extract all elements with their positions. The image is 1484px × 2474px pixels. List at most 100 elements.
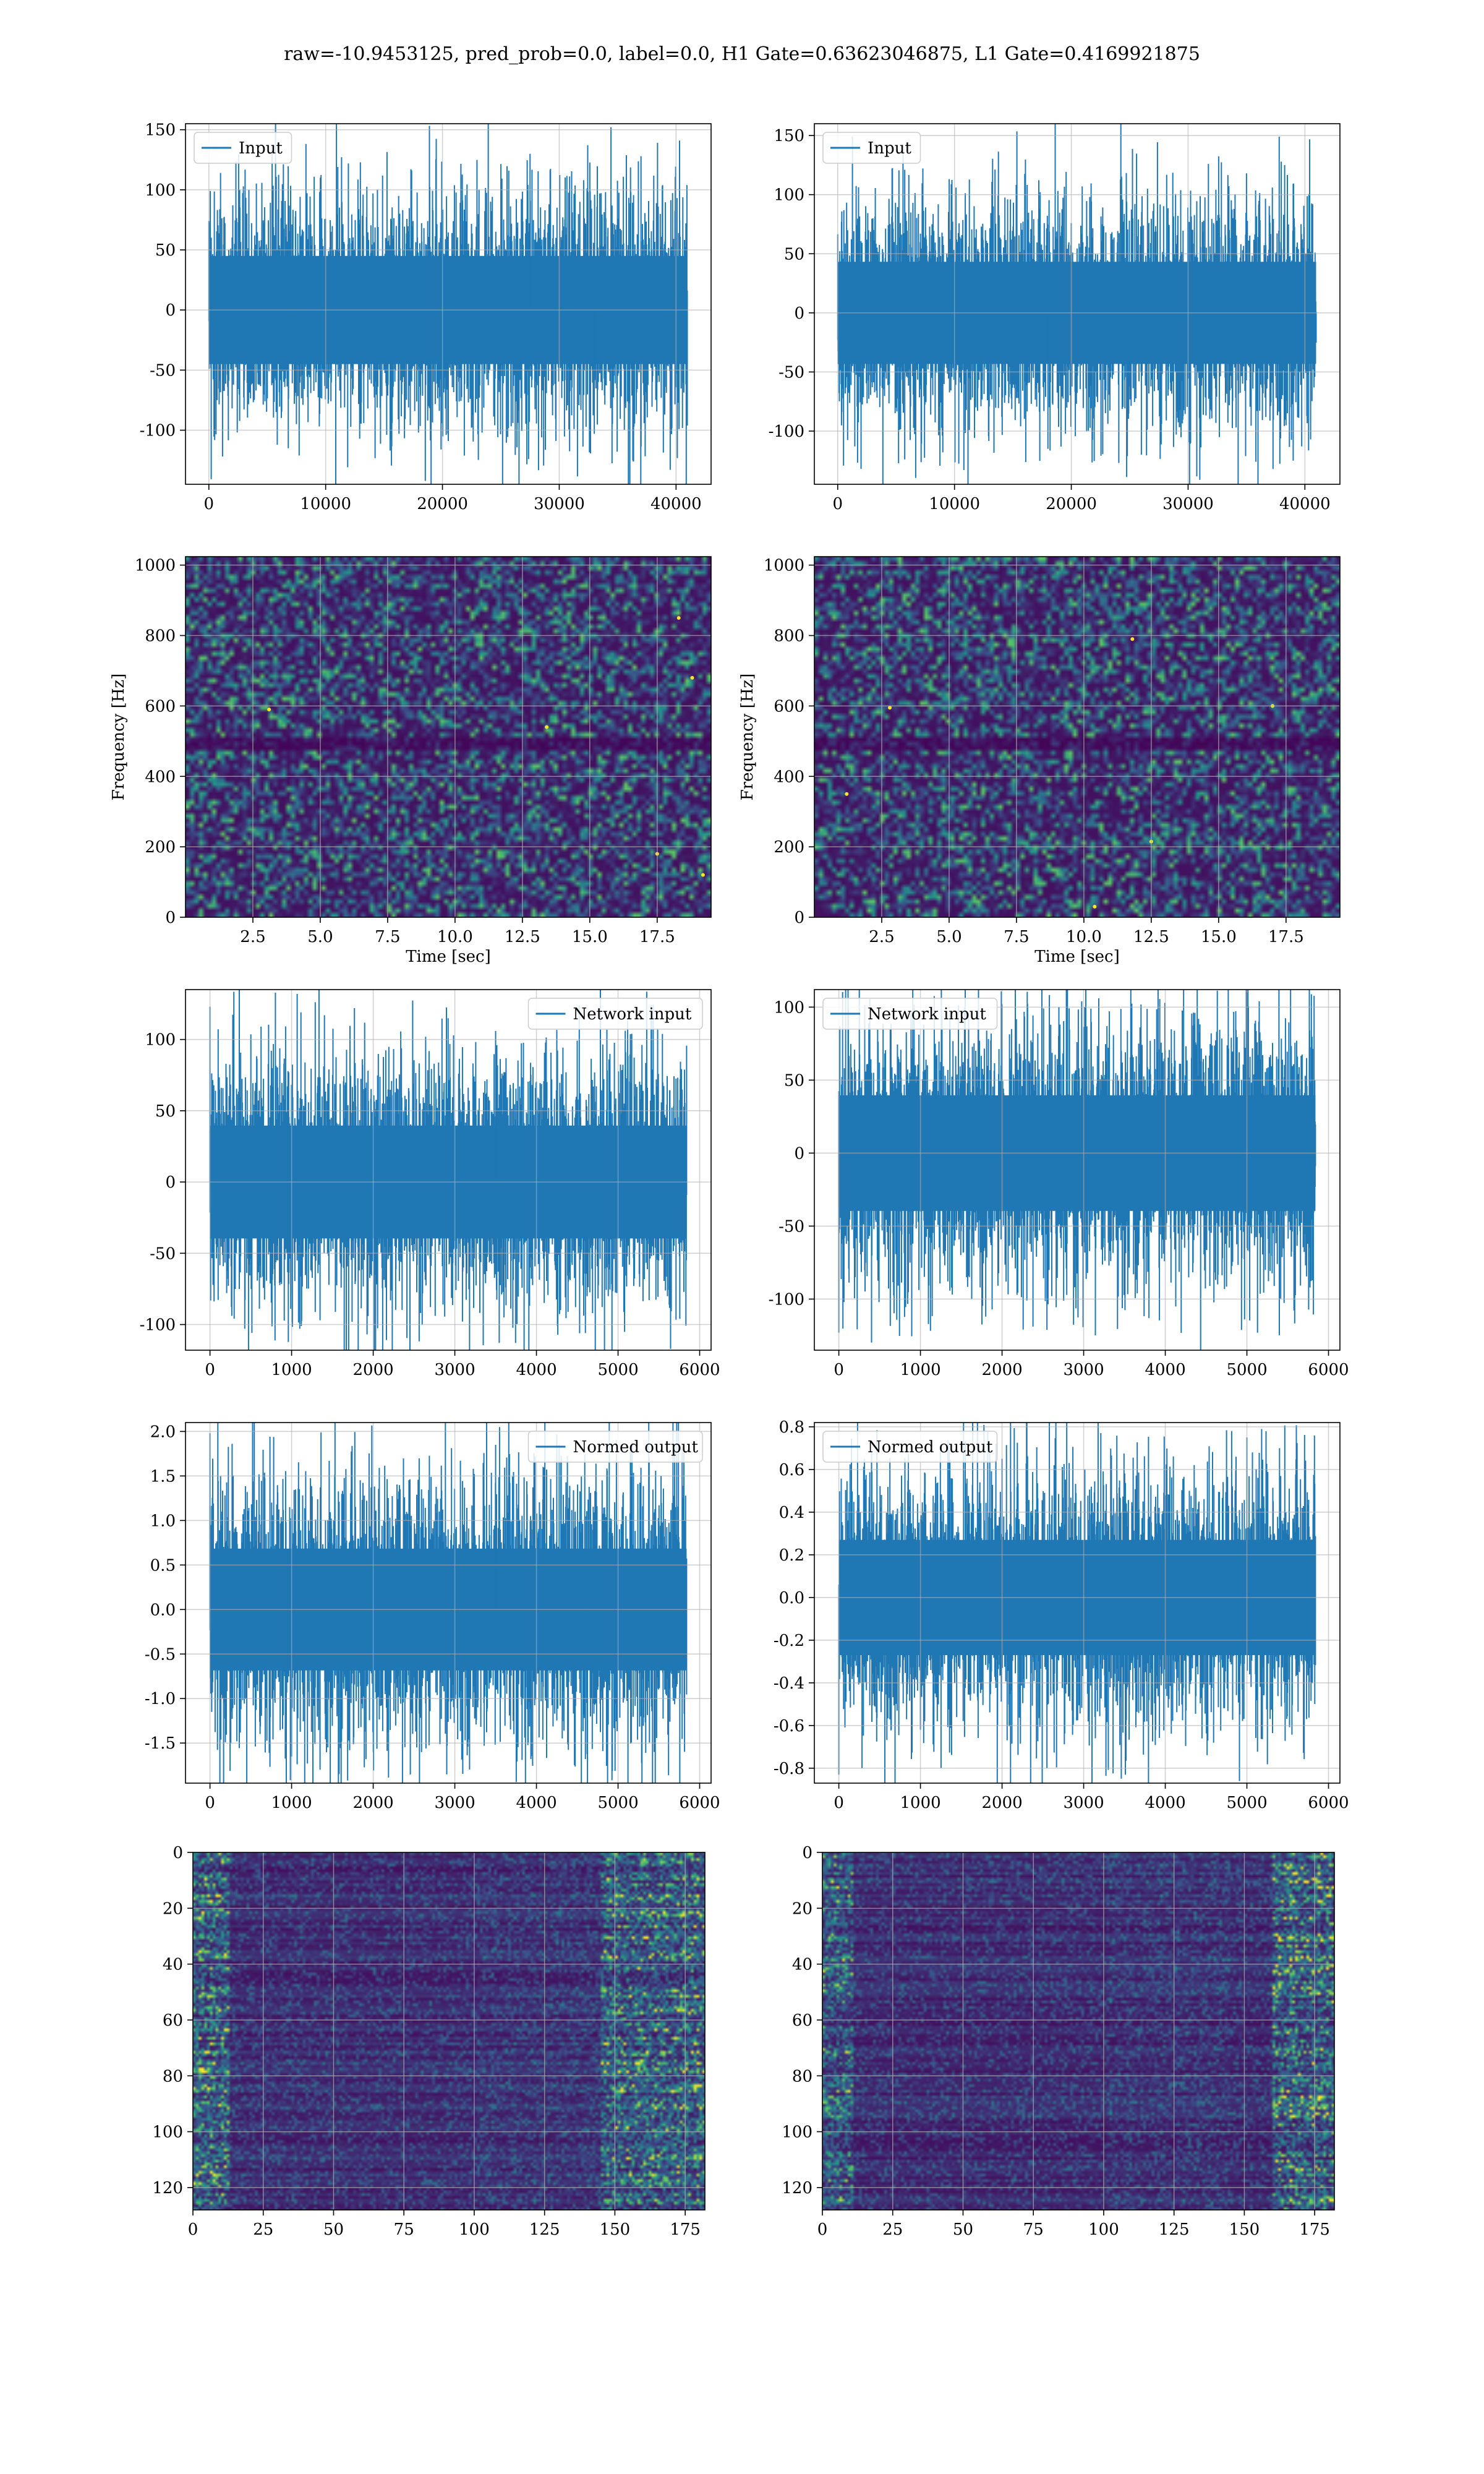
heatmap-image — [186, 557, 711, 917]
x-tick-label: 2000 — [981, 1794, 1022, 1812]
y-tick-label: 600 — [774, 697, 804, 716]
x-tick-label: 40000 — [1279, 495, 1331, 513]
x-tick-label: 6000 — [1308, 1794, 1349, 1812]
grid — [186, 124, 711, 484]
grid — [822, 1852, 1334, 2210]
y-tick-label: 150 — [774, 127, 804, 145]
x-tick-label: 5000 — [597, 1361, 638, 1379]
x-tick-label: 15.0 — [572, 928, 608, 946]
y-tick-label: 0 — [165, 1173, 176, 1192]
x-tick-label: 0 — [817, 2220, 828, 2239]
y-tick-label: 80 — [163, 2067, 183, 2086]
x-tick-label: 25 — [253, 2220, 273, 2239]
y-tick-label: 800 — [774, 627, 804, 646]
y-tick-label: 0.5 — [150, 1556, 176, 1575]
legend: Network input — [822, 998, 998, 1030]
x-tick-label: 5000 — [1226, 1794, 1267, 1812]
grid — [814, 1423, 1340, 1783]
x-tick-label: 4000 — [1145, 1794, 1185, 1812]
x-tick-label: 3000 — [434, 1361, 475, 1379]
hot-point — [1093, 904, 1097, 909]
legend: Input — [822, 132, 921, 164]
x-tick-label: 6000 — [1308, 1361, 1349, 1379]
legend-label: Normed output — [573, 1438, 699, 1457]
x-tick-label: 0 — [204, 495, 215, 513]
grid — [186, 1423, 711, 1783]
axes-frame — [185, 989, 712, 1351]
y-tick-label: -50 — [778, 1217, 804, 1236]
y-tick-label: 0 — [165, 909, 176, 927]
hot-point — [690, 675, 694, 680]
y-tick-label: 0.2 — [779, 1546, 804, 1565]
legend-label: Network input — [868, 1005, 986, 1024]
y-tick-label: -100 — [140, 1316, 176, 1335]
axes-frame — [192, 1852, 706, 2211]
x-tick-label: 6000 — [679, 1794, 720, 1812]
y-tick-label: -0.8 — [774, 1760, 804, 1778]
legend: Input — [194, 132, 292, 164]
x-tick-label: 2000 — [352, 1361, 393, 1379]
x-tick-label: 50 — [953, 2220, 973, 2239]
axes-frame — [814, 989, 1341, 1351]
ticks: 0 25 50 75 100 125 150 175 0 20 40 60 80 100 120 — [152, 1844, 701, 2239]
y-tick-label: 100 — [152, 2123, 183, 2142]
x-tick-label: 30000 — [534, 495, 585, 513]
subplot-feature-h1: 0 25 50 75 100 125 150 175 0 20 40 60 80 100 120 — [152, 1844, 706, 2239]
x-tick-label: 5.0 — [307, 928, 333, 946]
x-tick-label: 5.0 — [936, 928, 962, 946]
y-tick-label: -50 — [150, 361, 176, 380]
y-tick-label: 0.4 — [779, 1504, 804, 1522]
legend: Normed output — [527, 1431, 703, 1463]
y-tick-label: -0.2 — [774, 1632, 804, 1650]
legend-box — [822, 998, 998, 1030]
y-tick-label: 0 — [173, 1844, 183, 1862]
subplot-input-l1: 0 10000 20000 30000 40000 -100 -50 0 50 100 150 Inp… — [769, 123, 1341, 513]
subplot-normed-h1: 0 1000 2000 3000 4000 5000 6000 -1.5 -1.0 -0.5 0.0… — [145, 1422, 720, 1812]
x-tick-label: 2.5 — [869, 928, 894, 946]
subplot-network-l1: 0 1000 2000 3000 4000 5000 6000 -100 -50 0 50 100 Ne… — [769, 989, 1349, 1379]
y-tick-label: 100 — [774, 998, 804, 1017]
x-tick-label: 3000 — [1063, 1361, 1104, 1379]
y-tick-label: -50 — [150, 1244, 176, 1263]
x-tick-label: 4000 — [516, 1361, 556, 1379]
x-tick-label: 150 — [1229, 2220, 1260, 2239]
y-tick-label: 1000 — [135, 557, 176, 575]
y-tick-label: 60 — [792, 2011, 812, 2030]
x-tick-label: 150 — [600, 2220, 631, 2239]
y-tick-label: -1.5 — [145, 1734, 176, 1753]
x-tick-label: 17.5 — [639, 928, 675, 946]
x-tick-label: 0 — [188, 2220, 198, 2239]
x-tick-label: 1000 — [271, 1361, 312, 1379]
y-tick-label: 120 — [152, 2179, 183, 2198]
x-tick-label: 175 — [1299, 2220, 1330, 2239]
x-tick-label: 100 — [459, 2220, 490, 2239]
x-tick-label: 10.0 — [1066, 928, 1102, 946]
plot-area — [193, 1852, 705, 2210]
y-tick-label: 40 — [163, 1956, 183, 1974]
y-tick-label: 100 — [782, 2123, 812, 2142]
x-tick-label: 2000 — [981, 1361, 1022, 1379]
axes-frame — [822, 1852, 1335, 2211]
x-tick-label: 10000 — [300, 495, 351, 513]
y-tick-label: 50 — [784, 1071, 804, 1090]
axes-frame — [185, 556, 712, 918]
legend: Normed output — [822, 1431, 998, 1463]
y-tick-label: 100 — [145, 1031, 176, 1050]
y-tick-label: 600 — [145, 697, 176, 716]
x-tick-label: 0 — [834, 1361, 844, 1379]
x-tick-label: 25 — [882, 2220, 903, 2239]
hot-point — [267, 708, 271, 712]
ticks: 0 1000 2000 3000 4000 5000 6000 -100 -50 0 50 100 — [140, 1031, 720, 1379]
x-tick-label: 75 — [1023, 2220, 1044, 2239]
subplot-grid: 0 10000 20000 30000 40000-100-50050100150Inp… — [109, 121, 1349, 2239]
y-tick-label: -1.0 — [145, 1690, 176, 1708]
y-tick-label: 0.8 — [779, 1418, 804, 1437]
heatmap-image — [822, 1852, 1334, 2210]
x-tick-label: 40000 — [650, 495, 702, 513]
y-tick-label: 120 — [782, 2179, 812, 2198]
y-tick-label: 1.0 — [150, 1512, 176, 1530]
y-tick-label: 0 — [794, 909, 804, 927]
heatmap-image — [814, 557, 1340, 917]
y-tick-label: -100 — [140, 422, 176, 440]
